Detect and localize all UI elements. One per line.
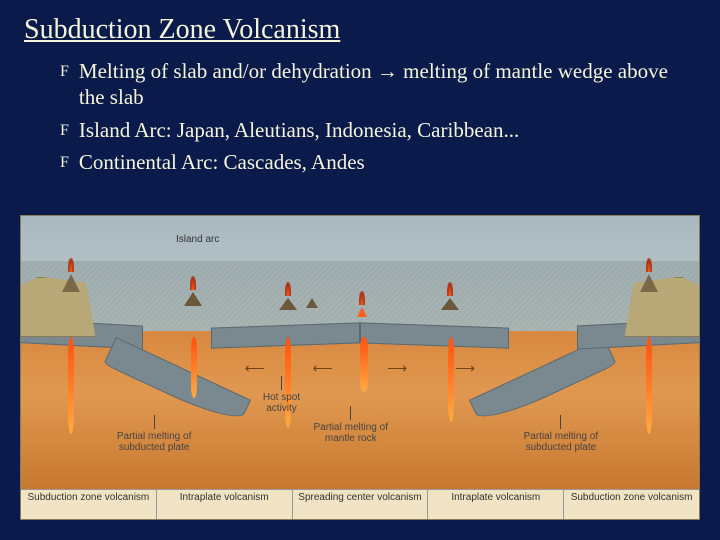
bullet-text: Island Arc: Japan, Aleutians, Indonesia,… [79,117,519,143]
convection-arrow-icon: ⟶ [455,361,475,378]
caption-segment: Spreading center volcanism [293,490,429,519]
spreading-center-icon [357,307,367,317]
caption-bar: Subduction zone volcanism Intraplate vol… [21,489,699,519]
continent-left [20,277,96,338]
caption-segment: Subduction zone volcanism [21,490,157,519]
bullet-text: Melting of slab and/or dehydration → mel… [79,58,679,111]
bullet-item: F Continental Arc: Cascades, Andes [60,149,720,175]
bullet-marker-icon: F [60,62,69,82]
magma-plume [191,337,197,398]
volcano-icon [640,274,658,292]
bullet-item: F Island Arc: Japan, Aleutians, Indonesi… [60,117,720,143]
magma-plume [646,337,652,434]
slide-title: Subduction Zone Volcanism [0,0,720,46]
volcano-icon [184,292,202,306]
convection-arrow-icon: ⟶ [387,361,407,378]
label-text: Partial melting of mantle rock [314,422,388,444]
label-text: Partial melting of subducted plate [524,431,598,453]
caption-segment: Intraplate volcanism [428,490,564,519]
volcano-icon [279,298,297,310]
magma-plume [68,337,74,434]
bullet-list: F Melting of slab and/or dehydration → m… [0,46,720,175]
island-arc-label: Island arc [176,234,219,245]
volcano-icon [62,274,80,292]
label-text: Hot spot activity [263,392,300,414]
label-text: Partial melting of subducted plate [117,431,191,453]
partial-melting-left-label: Partial melting of subducted plate [109,413,199,453]
bullet-marker-icon: F [60,121,69,141]
diagram-container: ⟵ ⟵ ⟶ ⟶ Island arc Hot spot activity Par… [20,215,700,520]
hotspot-label: Hot spot activity [252,374,312,414]
partial-melting-right-label: Partial melting of subducted plate [511,413,611,453]
magma-plume [448,337,454,422]
caption-segment: Subduction zone volcanism [564,490,699,519]
seamount-icon [306,298,318,308]
bullet-text: Continental Arc: Cascades, Andes [79,149,365,175]
volcano-icon [441,298,459,310]
bullet-item: F Melting of slab and/or dehydration → m… [60,58,720,111]
bullet-marker-icon: F [60,153,69,173]
caption-segment: Intraplate volcanism [157,490,293,519]
subduction-diagram: ⟵ ⟵ ⟶ ⟶ Island arc Hot spot activity Par… [20,215,700,520]
partial-melting-center-label: Partial melting of mantle rock [306,404,396,444]
continent-right [624,277,700,338]
magma-plume [360,337,368,392]
convection-arrow-icon: ⟵ [313,361,333,378]
